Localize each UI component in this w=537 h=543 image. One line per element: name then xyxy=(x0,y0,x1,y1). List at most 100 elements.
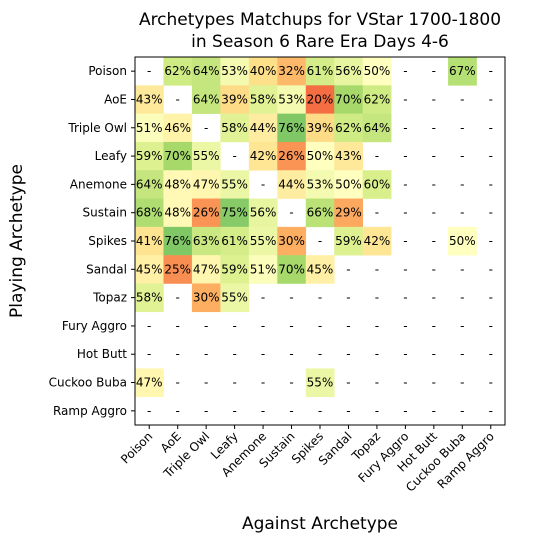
cell-value-label: - xyxy=(147,347,151,361)
y-axis-ticks: Poison AoE Triple Owl Leafy Anemone Sustain Sp… xyxy=(49,64,135,418)
cell-value-label: - xyxy=(460,404,464,418)
y-tick-label: Topaz xyxy=(92,291,127,305)
cell-value-label: - xyxy=(176,291,180,305)
cell-value-label: - xyxy=(403,121,407,135)
chart-title-line-1: Archetypes Matchups for VStar 1700-1800 xyxy=(139,10,501,30)
y-tick-label: Ramp Aggro xyxy=(53,404,127,418)
cell-value-label: - xyxy=(346,262,350,276)
cell-value-label: 45% xyxy=(136,262,163,276)
cell-value-label: 44% xyxy=(250,121,277,135)
heatmap-cell xyxy=(191,57,221,86)
cell-value-label: 58% xyxy=(221,121,248,135)
heatmap-cell xyxy=(248,85,278,114)
cell-value-label: - xyxy=(432,206,436,220)
cell-value-label: - xyxy=(375,262,379,276)
heatmap-cell xyxy=(163,226,193,256)
cell-value-label: - xyxy=(403,319,407,333)
heatmap-cell xyxy=(191,85,221,114)
cell-value-label: - xyxy=(204,376,208,390)
cell-value-label: - xyxy=(489,121,493,135)
y-tick-label: Sustain xyxy=(83,206,127,220)
heatmap-cell xyxy=(191,255,221,284)
y-tick-label: Cuckoo Buba xyxy=(49,376,127,390)
heatmap-cell xyxy=(362,113,392,143)
cell-value-label: - xyxy=(375,149,379,163)
cell-value-label: - xyxy=(403,404,407,418)
cell-value-label: - xyxy=(147,404,151,418)
cell-value-label: - xyxy=(432,121,436,135)
cell-value-label: 39% xyxy=(307,121,334,135)
cell-value-label: - xyxy=(289,347,293,361)
heatmap-cell xyxy=(334,57,363,86)
cell-value-label: 59% xyxy=(136,149,163,163)
heatmap-cell xyxy=(277,255,307,284)
cell-value-label: - xyxy=(176,347,180,361)
heatmap-cell xyxy=(305,170,335,199)
cell-value-label: - xyxy=(460,376,464,390)
heatmap-cell xyxy=(248,226,278,256)
y-tick-label: Fury Aggro xyxy=(62,319,127,333)
cell-value-label: - xyxy=(318,291,322,305)
heatmap-cell xyxy=(334,170,363,199)
cell-value-label: 26% xyxy=(193,206,220,220)
cell-value-label: - xyxy=(289,291,293,305)
cell-value-label: 64% xyxy=(364,121,391,135)
cell-value-label: 59% xyxy=(335,234,362,248)
cell-value-label: - xyxy=(403,149,407,163)
cell-value-label: 56% xyxy=(335,64,362,78)
cell-value-label: 26% xyxy=(278,149,305,163)
cell-value-label: 76% xyxy=(164,234,191,248)
cell-value-label: - xyxy=(460,319,464,333)
cell-value-label: - xyxy=(403,262,407,276)
cell-value-label: - xyxy=(489,291,493,305)
cell-value-label: 47% xyxy=(136,376,163,390)
cell-value-label: 53% xyxy=(278,92,305,106)
cell-value-label: 68% xyxy=(136,206,163,220)
cell-value-label: 58% xyxy=(136,291,163,305)
cell-value-label: - xyxy=(489,149,493,163)
heatmap-cell xyxy=(220,113,250,143)
heatmap-cell xyxy=(305,141,335,171)
cell-value-label: - xyxy=(432,92,436,106)
cell-value-label: 51% xyxy=(136,121,163,135)
cell-value-label: 53% xyxy=(307,177,334,191)
cell-value-label: - xyxy=(375,206,379,220)
cell-value-label: 30% xyxy=(278,234,305,248)
heatmap-cell xyxy=(334,85,363,114)
cell-value-label: - xyxy=(375,376,379,390)
cell-value-label: - xyxy=(204,121,208,135)
cell-value-label: - xyxy=(460,262,464,276)
heatmap-cell xyxy=(135,141,164,171)
heatmap-cell xyxy=(248,141,278,171)
cell-value-label: 64% xyxy=(193,92,220,106)
heatmap-cell xyxy=(305,198,335,228)
cell-value-label: - xyxy=(261,376,265,390)
heatmap-cell xyxy=(334,226,363,256)
cell-value-label: 55% xyxy=(221,177,248,191)
cell-value-label: - xyxy=(489,206,493,220)
cell-value-label: - xyxy=(232,376,236,390)
cell-value-label: - xyxy=(261,291,265,305)
cell-value-label: 67% xyxy=(449,64,476,78)
cell-value-label: - xyxy=(375,291,379,305)
heatmap-cell xyxy=(135,283,164,313)
y-tick-label: Triple Owl xyxy=(67,121,127,135)
cell-value-label: - xyxy=(403,92,407,106)
cell-value-label: 70% xyxy=(335,92,362,106)
cell-value-label: 55% xyxy=(250,234,277,248)
cell-value-label: - xyxy=(432,404,436,418)
cell-value-label: - xyxy=(176,404,180,418)
cell-value-label: 20% xyxy=(307,92,334,106)
cell-value-label: - xyxy=(375,347,379,361)
heatmap-cell xyxy=(334,113,363,143)
cell-value-label: - xyxy=(375,319,379,333)
cell-value-label: 30% xyxy=(193,291,220,305)
heatmap-cell xyxy=(248,113,278,143)
cell-value-label: - xyxy=(460,206,464,220)
heatmap-cell xyxy=(248,57,278,86)
cell-value-label: - xyxy=(204,347,208,361)
cell-value-label: - xyxy=(489,319,493,333)
cell-value-label: - xyxy=(489,347,493,361)
cell-value-label: - xyxy=(232,149,236,163)
cell-value-label: 50% xyxy=(307,149,334,163)
